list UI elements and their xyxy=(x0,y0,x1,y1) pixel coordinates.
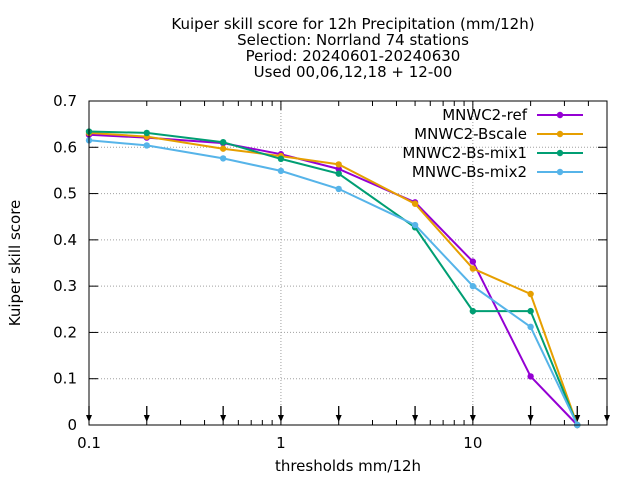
data-point xyxy=(527,307,534,315)
data-point xyxy=(143,142,150,149)
data-point xyxy=(143,129,150,137)
chart-title: Kuiper skill score for 12h Precipitation… xyxy=(171,15,534,81)
x-tick-label: 10 xyxy=(463,434,482,452)
data-point xyxy=(527,373,534,380)
title-line: Selection: Norrland 74 stations xyxy=(237,31,469,49)
threshold-marker-head xyxy=(574,415,581,422)
data-point xyxy=(277,155,285,163)
legend-marker xyxy=(556,111,564,119)
data-point xyxy=(469,265,477,272)
legend-marker xyxy=(556,149,564,157)
y-tick-label: 0.5 xyxy=(53,185,77,203)
threshold-marker-head xyxy=(527,415,534,422)
title-line: Used 00,06,12,18 + 12-00 xyxy=(254,63,453,81)
y-axis-label: Kuiper skill score xyxy=(6,200,24,327)
title-line: Period: 20240601-20240630 xyxy=(246,47,461,65)
legend: MNWC2-refMNWC2-BscaleMNWC2-Bs-mix1MNWC-B… xyxy=(402,106,583,181)
threshold-marker-head xyxy=(335,415,342,422)
threshold-marker-head xyxy=(143,415,150,422)
y-tick-label: 0.4 xyxy=(53,231,77,249)
data-point xyxy=(219,145,227,152)
data-point xyxy=(411,221,419,229)
y-tick-label: 0 xyxy=(67,416,77,434)
data-point xyxy=(335,161,342,168)
plot-frame xyxy=(88,100,608,426)
legend-label: MNWC2-Bs-mix1 xyxy=(402,144,527,162)
y-tick-label: 0.3 xyxy=(53,277,77,295)
y-tick-label: 0.6 xyxy=(53,138,77,156)
x-tick-label: 0.1 xyxy=(77,434,101,452)
title-line: Kuiper skill score for 12h Precipitation… xyxy=(171,15,534,33)
data-point xyxy=(469,258,477,265)
legend-label: MNWC2-ref xyxy=(442,106,527,124)
y-tick-label: 0.7 xyxy=(53,92,77,110)
legend-marker xyxy=(556,168,564,176)
x-axis-label: thresholds mm/12h xyxy=(275,457,421,475)
data-point xyxy=(335,165,342,173)
y-tick-label: 0.1 xyxy=(53,370,77,388)
threshold-markers xyxy=(86,406,610,422)
data-point xyxy=(411,200,419,207)
data-point xyxy=(219,155,227,162)
data-point xyxy=(335,170,342,177)
x-tick-label: 1 xyxy=(276,434,286,452)
data-point xyxy=(469,307,477,315)
data-point xyxy=(527,323,534,331)
data-point xyxy=(469,282,477,290)
legend-label: MNWC2-Bscale xyxy=(414,125,527,143)
data-point xyxy=(527,290,534,298)
threshold-marker-head xyxy=(412,415,419,422)
axis-ticks: 00.10.20.30.40.50.60.70.1 1 10 xyxy=(53,92,608,452)
data-point xyxy=(219,138,227,146)
legend-label: MNWC-Bs-mix2 xyxy=(412,163,527,181)
series-lines xyxy=(85,128,581,429)
legend-marker xyxy=(556,130,564,138)
threshold-marker-head xyxy=(220,415,227,422)
data-point xyxy=(335,185,342,193)
data-point xyxy=(277,167,285,175)
y-tick-label: 0.2 xyxy=(53,323,77,341)
